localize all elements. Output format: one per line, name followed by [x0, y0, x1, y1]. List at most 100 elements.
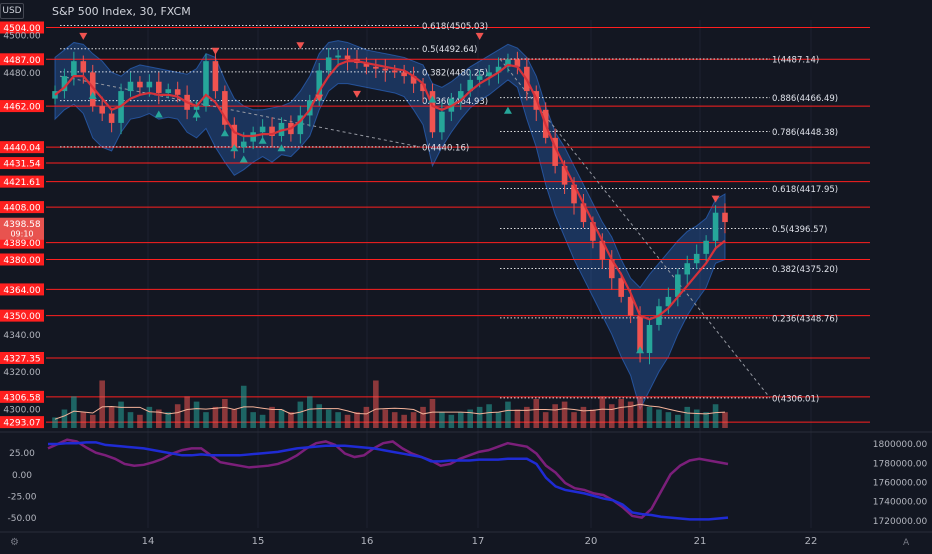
volume-bar: [429, 398, 436, 428]
buy-signal-marker: [154, 110, 163, 118]
candle-body: [344, 55, 351, 60]
volume-bar: [712, 404, 719, 428]
price-level-label: 4421.61: [3, 178, 40, 188]
volume-bar: [420, 406, 426, 428]
sell-signal-marker: [315, 94, 324, 102]
volume-bar: [637, 396, 643, 428]
price-level-tag: [0, 53, 44, 66]
oscillator-tick-label: -50.00: [7, 514, 36, 524]
price-level-label: 4408.00: [3, 204, 40, 214]
x-tick-label: 15: [252, 536, 265, 547]
y-tick-label: 4480.00: [3, 69, 40, 79]
candle-body: [618, 278, 624, 297]
price-level-tag: [0, 157, 44, 170]
candle-body: [127, 81, 134, 92]
volume-bar: [108, 406, 115, 428]
candle-body: [684, 263, 691, 275]
candle-body: [637, 315, 643, 354]
candle-body: [222, 91, 228, 125]
fib-label: 0.5(4396.57): [772, 225, 827, 235]
volume-bar: [505, 401, 511, 428]
candle-body: [476, 76, 483, 80]
volume-bar: [52, 417, 58, 428]
oscillator-line-blue: [48, 441, 729, 521]
candle-body: [146, 81, 153, 88]
volume-bar: [344, 414, 351, 428]
x-tick-label: 20: [585, 536, 598, 547]
buy-signal-marker: [239, 155, 248, 163]
volume-bar: [476, 406, 483, 428]
volume-axis-tick-label: 1800000.00: [873, 440, 928, 450]
candle-body: [391, 70, 398, 73]
volume-axis-tick-label: 1760000.00: [873, 479, 928, 489]
volume-bar: [297, 401, 304, 428]
volume-bar: [590, 409, 596, 428]
volume-bar: [684, 406, 691, 428]
price-level-tag: [0, 100, 44, 113]
buy-signal-marker: [258, 136, 267, 144]
y-tick-label: 4300.00: [3, 406, 40, 416]
candle-body: [71, 61, 77, 77]
chart-title: S&P 500 Index, 30, FXCM: [52, 5, 191, 18]
candle-body: [703, 240, 709, 254]
price-level-label: 4327.35: [3, 354, 40, 364]
candle-body: [335, 55, 341, 58]
candle-body: [165, 89, 172, 93]
price-level-tag: [0, 283, 44, 296]
buy-signal-marker: [220, 129, 229, 137]
volume-bar: [571, 412, 577, 428]
sell-signal-marker: [211, 47, 220, 55]
volume-bar: [288, 412, 294, 428]
candle-body: [89, 72, 96, 107]
volume-bar: [146, 406, 153, 428]
price-level-label: 4504.00: [3, 24, 40, 34]
current-price-tag: [0, 217, 44, 240]
volume-bar: [184, 396, 190, 428]
y-tick-label: 4320.00: [3, 368, 40, 378]
candle-body: [608, 259, 615, 279]
volume-bar: [401, 414, 407, 428]
candle-body: [561, 165, 568, 185]
buy-signal-marker: [277, 144, 286, 152]
candle-body: [203, 61, 209, 107]
price-level-tag: [0, 416, 44, 429]
candle-body: [467, 79, 474, 92]
candle-body: [212, 61, 219, 92]
fib-label: 0.618(4417.95): [772, 185, 838, 195]
volume-bar: [656, 409, 662, 428]
volume-bar: [250, 412, 256, 428]
candle-body: [363, 63, 370, 67]
volume-bar: [354, 412, 360, 428]
fib-label: 0.236(4348.76): [772, 314, 838, 324]
volume-bar: [259, 414, 266, 428]
volume-bar: [646, 406, 653, 428]
volume-bar: [137, 414, 143, 428]
price-level-label: 4364.00: [3, 286, 40, 296]
fib-label: 0.382(4375.20): [772, 265, 838, 275]
volume-bar: [608, 404, 615, 428]
volume-bar: [439, 412, 445, 428]
price-level-label: 4380.00: [3, 256, 40, 266]
candle-body: [61, 76, 68, 92]
candle-body: [420, 83, 426, 92]
auto-scale-icon: A: [903, 538, 910, 548]
volume-bar: [552, 404, 558, 428]
volume-bar: [71, 396, 77, 428]
candle-body: [231, 124, 238, 148]
volume-bar: [212, 406, 219, 428]
candle-body: [675, 274, 681, 297]
candle-body: [259, 126, 266, 133]
trend-line: [59, 75, 421, 148]
volume-bar: [118, 401, 124, 428]
candle-body: [137, 81, 143, 88]
volume-bar: [306, 396, 313, 428]
sell-signal-marker: [711, 195, 720, 203]
candle-body: [665, 296, 672, 307]
volume-bar: [156, 409, 162, 428]
oscillator-tick-label: 0.00: [12, 471, 32, 481]
candle-body: [457, 91, 464, 99]
candle-body: [429, 91, 436, 133]
